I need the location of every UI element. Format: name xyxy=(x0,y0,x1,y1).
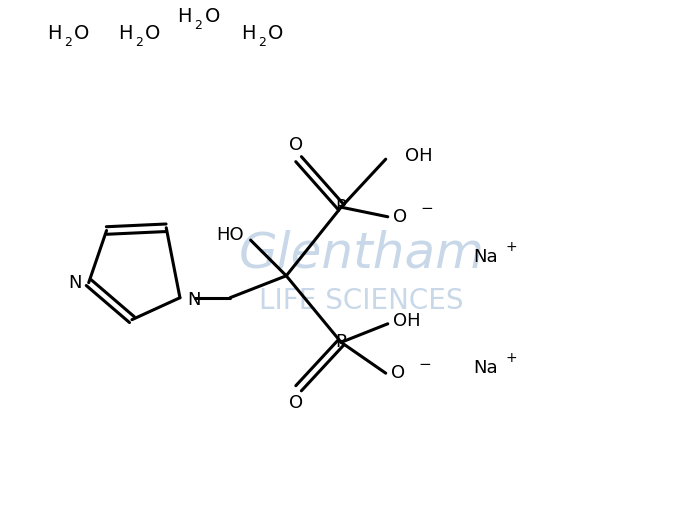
Text: H: H xyxy=(47,24,62,43)
Text: O: O xyxy=(289,136,303,154)
Text: HO: HO xyxy=(216,226,244,244)
Text: OH: OH xyxy=(393,312,421,330)
Text: +: + xyxy=(506,351,517,365)
Text: H: H xyxy=(118,24,132,43)
Text: LIFE SCIENCES: LIFE SCIENCES xyxy=(260,287,464,315)
Text: N: N xyxy=(68,274,82,292)
Text: P: P xyxy=(335,333,347,352)
Text: −: − xyxy=(418,357,431,372)
Text: Na: Na xyxy=(473,359,498,376)
Text: P: P xyxy=(335,198,347,216)
Text: O: O xyxy=(205,7,220,26)
Text: O: O xyxy=(289,394,303,412)
Text: +: + xyxy=(506,240,517,254)
Text: O: O xyxy=(391,364,405,382)
Text: O: O xyxy=(393,208,407,226)
Text: H: H xyxy=(177,7,192,26)
Text: O: O xyxy=(268,24,284,43)
Text: Glentham: Glentham xyxy=(239,229,484,277)
Text: OH: OH xyxy=(405,148,432,165)
Text: Na: Na xyxy=(473,248,498,266)
Text: N: N xyxy=(187,291,200,309)
Text: O: O xyxy=(74,24,90,43)
Text: −: − xyxy=(420,201,433,216)
Text: 2: 2 xyxy=(135,36,143,49)
Text: 2: 2 xyxy=(64,36,72,49)
Text: 2: 2 xyxy=(194,19,203,32)
Text: O: O xyxy=(145,24,160,43)
Text: 2: 2 xyxy=(258,36,266,49)
Text: H: H xyxy=(242,24,256,43)
